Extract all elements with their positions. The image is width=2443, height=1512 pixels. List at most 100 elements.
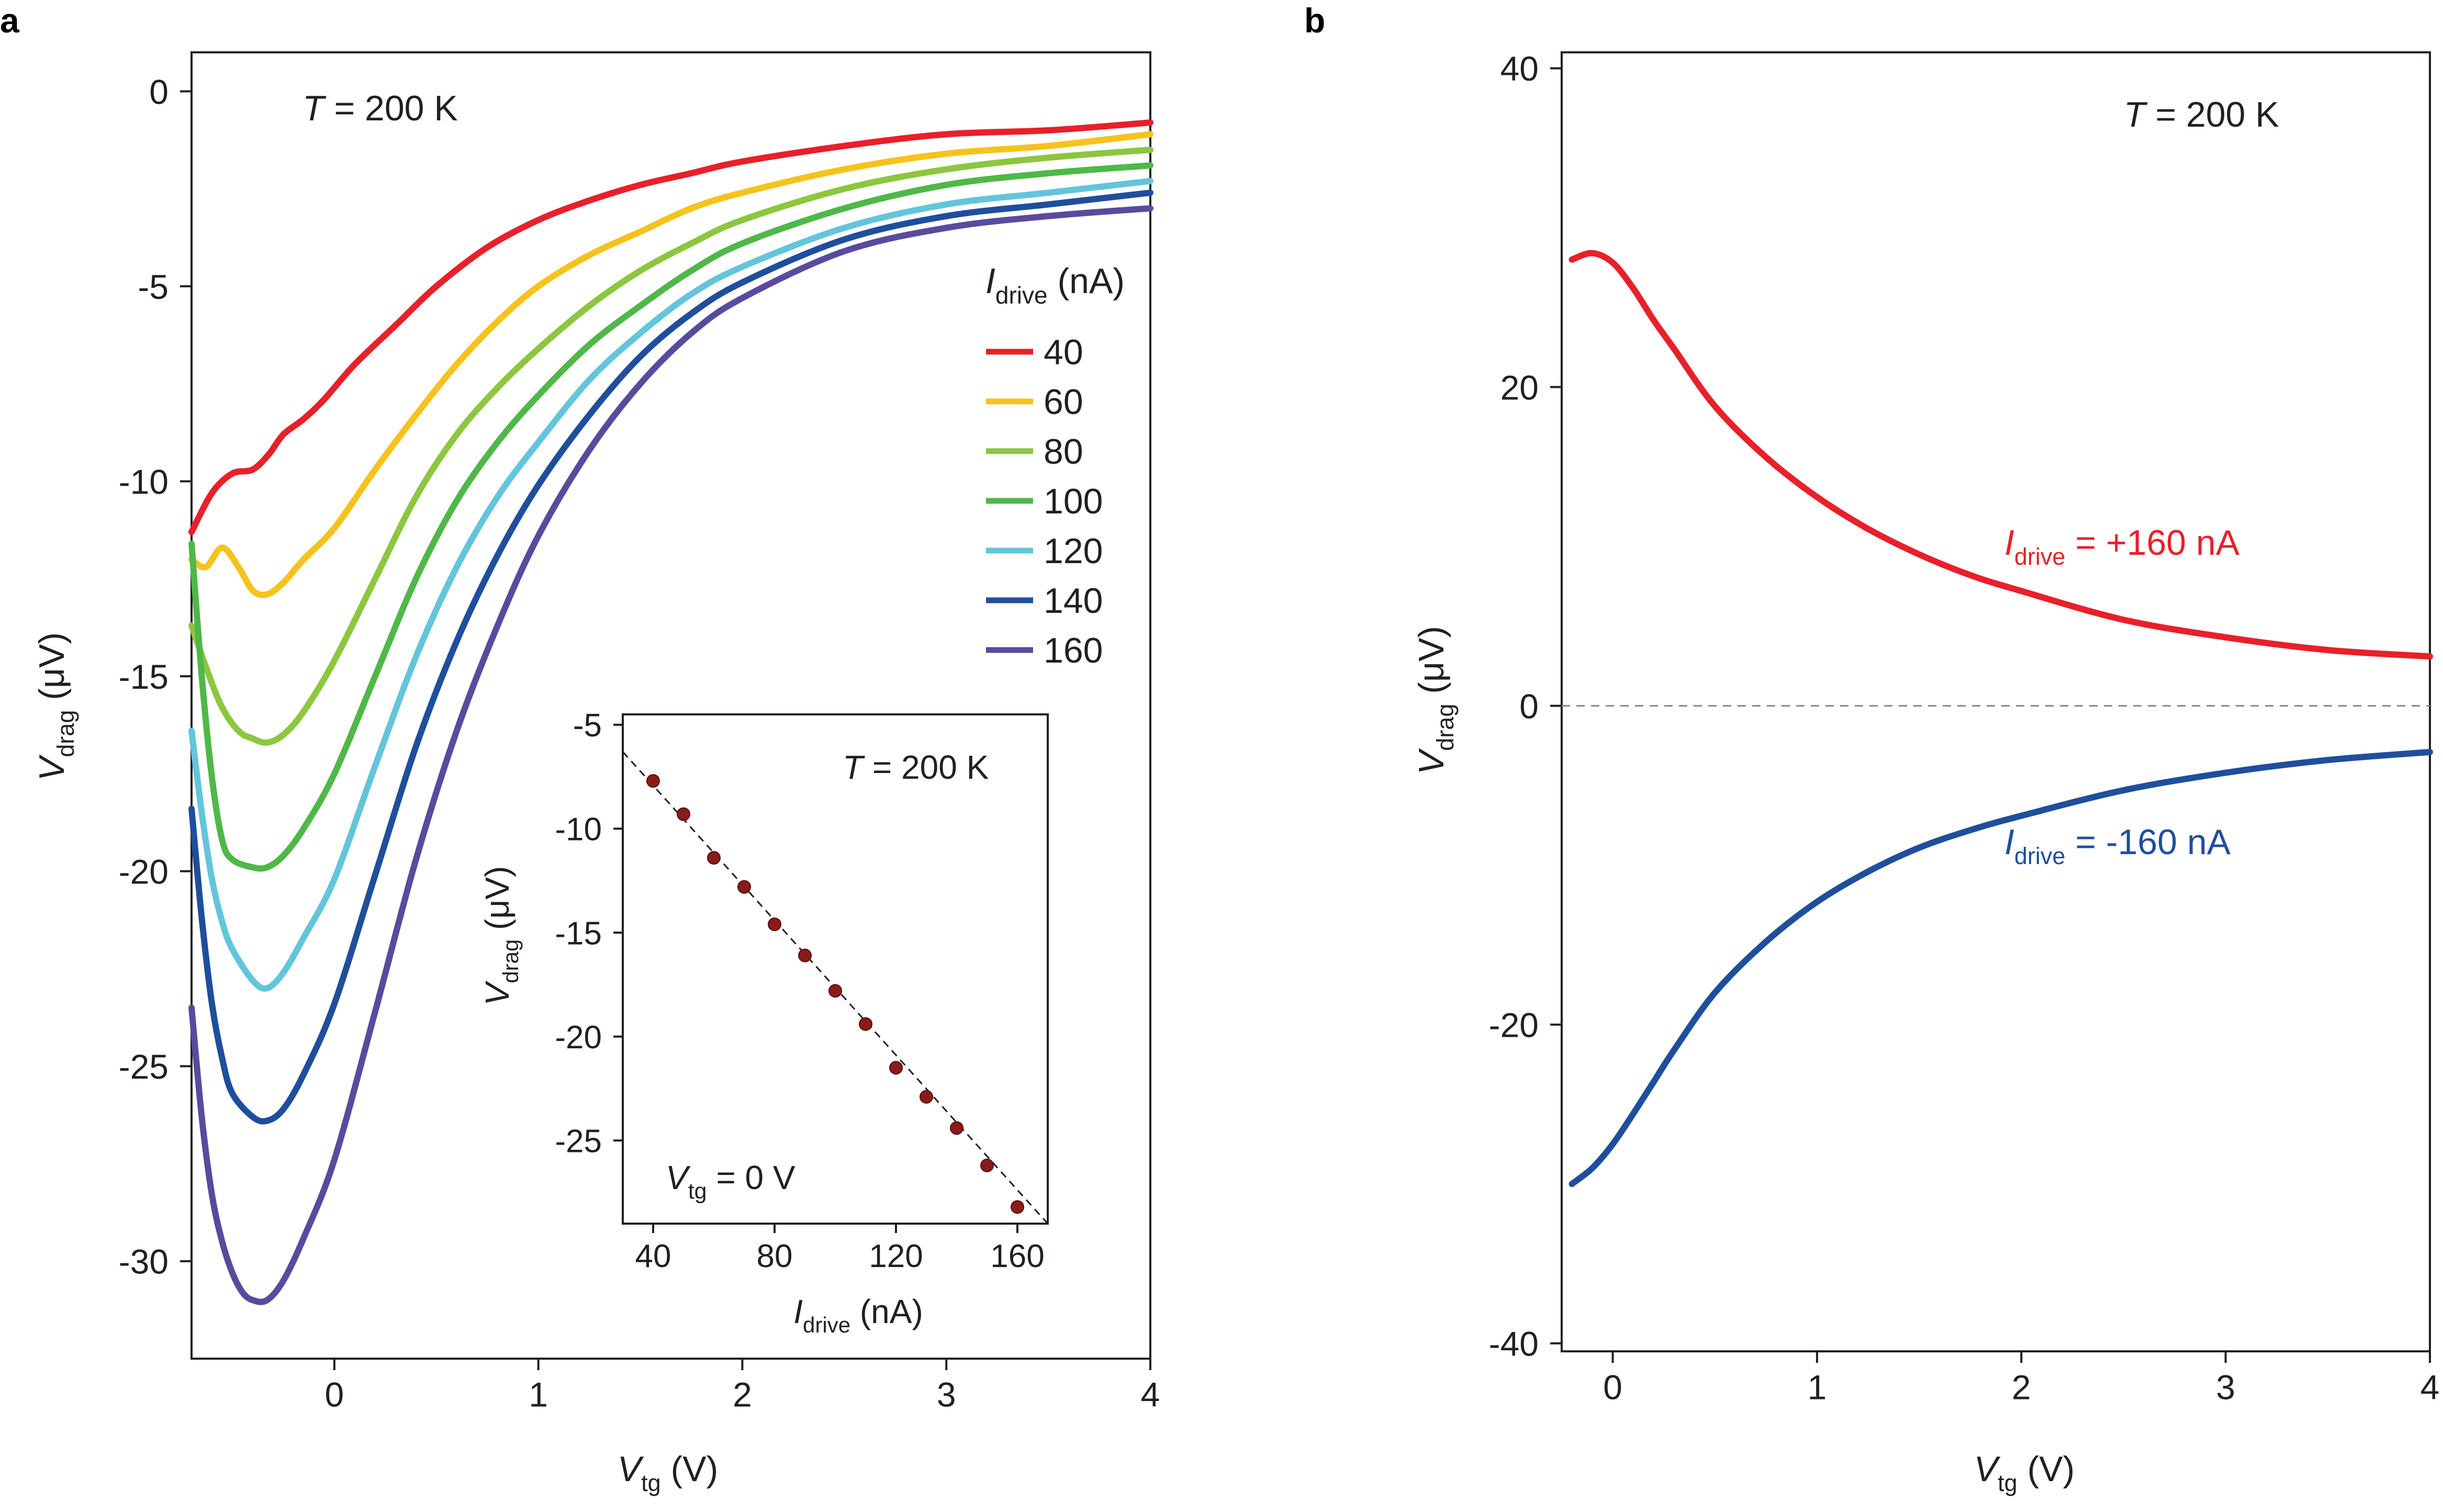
panel-b-temperature-label: T = 200 K [2124, 95, 2279, 135]
series-label-+160-sub: drive [2014, 543, 2066, 570]
series-line-40-nA [188, 119, 1153, 535]
inset-y-tick-label: -15 [555, 915, 602, 951]
legend-label-100: 100 [1044, 481, 1103, 521]
panel-a-x-label-main: V [618, 1449, 644, 1489]
panel-b-frame [1561, 51, 2431, 1352]
panel-b-temperature-label-symbol: T [2124, 95, 2148, 135]
panel-b-y-tick-label: 20 [1500, 368, 1539, 407]
panel-b-temperature-label-value: = 200 K [2146, 95, 2279, 135]
inset-temperature-label-symbol: T [843, 748, 865, 786]
series-label-+160-main: I [2004, 523, 2014, 563]
inset-x-label-rest: (nA) [850, 1293, 923, 1330]
panel-a-y-label-sub: drag [52, 710, 79, 757]
inset-x-tick-label: 160 [990, 1238, 1044, 1274]
inset-x-tick-label: 40 [635, 1238, 671, 1274]
inset-y-label-rest: (μV) [478, 866, 516, 939]
inset-data-point [798, 948, 812, 962]
inset-y-label-sub: drag [498, 939, 523, 983]
panel-a-frame [190, 51, 1151, 1360]
inset-temperature-label: T = 200 K [843, 748, 989, 786]
legend-label-80: 80 [1044, 432, 1083, 472]
series-label--160-sub: drive [2014, 843, 2066, 869]
panel-a-y-tick-label: -30 [119, 1242, 169, 1281]
inset-x-tick-label: 80 [757, 1238, 793, 1274]
series-label-+160-rest: = +160 nA [2065, 523, 2239, 563]
series-label--160: Idrive = -160 nA [2004, 822, 2231, 869]
inset-y-tick-label: -25 [555, 1123, 602, 1159]
panel-b-y-label-main: V [1411, 748, 1451, 775]
series-line-60-nA [188, 131, 1153, 598]
panel-a-x-tick-label: 0 [324, 1375, 344, 1414]
panel-b-x-label-main: V [1974, 1449, 2001, 1489]
panel-a-y-tick-label: -5 [138, 267, 169, 306]
inset-data-point [920, 1090, 933, 1104]
panel-a-temperature-label: T = 200 K [302, 88, 458, 128]
inset-x-label-sub: drive [803, 1313, 850, 1337]
panel-b-y-label: Vdrag (μV) [1411, 626, 1459, 775]
panel-a-y-tick-label: -15 [119, 657, 169, 696]
series-label-+160: Idrive = +160 nA [2004, 523, 2240, 570]
series-line-+160-nA [1568, 250, 2433, 660]
inset-vtg-label: Vtg = 0 V [666, 1159, 795, 1204]
inset-data-point [707, 851, 721, 865]
series-label--160-main: I [2004, 822, 2014, 862]
inset-frame [622, 713, 1049, 1225]
panel-b-y-tick-label: 0 [1519, 687, 1539, 725]
panel-a-temperature-label-value: = 200 K [324, 88, 458, 128]
panel-a-x-label-rest: (V) [661, 1449, 719, 1489]
inset-data-point [768, 917, 781, 932]
panel-b-x-label-rest: (V) [2018, 1449, 2075, 1489]
inset-y-label: Vdrag (μV) [478, 866, 523, 1006]
legend-label-120: 120 [1044, 531, 1103, 571]
panel-a-y-tick-label: -20 [119, 852, 169, 891]
legend-title-main: I [985, 261, 995, 301]
panel-b-x-label: Vtg (V) [1974, 1449, 2075, 1496]
inset-data-point [980, 1158, 994, 1172]
panel-b-y-tick-label: -40 [1489, 1325, 1539, 1363]
panel-a-x-tick-label: 4 [1141, 1375, 1160, 1414]
inset-data-point [646, 774, 660, 788]
legend-title: Idrive (nA) [985, 261, 1125, 309]
inset-data-point [677, 807, 690, 821]
inset-temperature-label-value: = 200 K [863, 748, 989, 786]
series-line-120-nA [188, 177, 1153, 992]
inset-data-point [859, 1017, 872, 1031]
panel-a-y-tick-label: 0 [149, 72, 169, 111]
panel-a-inset-chart: 40 80 120 160 -5 -10 -15 -20 -25 Idrive (nA) Vdrag… [478, 708, 1049, 1337]
panel-b-x-label-sub: tg [1998, 1470, 2018, 1496]
panel-a-y-label: Vdrag (μV) [32, 632, 79, 781]
series-line-160-nA [188, 205, 1153, 1305]
series-line-100-nA [188, 162, 1153, 872]
panel-b-y-label-sub: drag [1432, 704, 1459, 751]
inset-y-tick-label: -20 [555, 1020, 602, 1056]
panel-a-y-label-rest: (μV) [32, 632, 72, 710]
legend-label-140: 140 [1044, 581, 1103, 621]
panel-b-y-label-rest: (μV) [1411, 626, 1451, 704]
panel-b-x-tick-label: 0 [1603, 1368, 1622, 1406]
inset-vtg-sub: tg [688, 1179, 707, 1204]
panel-b-x-tick-label: 2 [2012, 1368, 2031, 1406]
panel-a-label: a [0, 1, 20, 40]
legend-title-unit: (nA) [1048, 261, 1125, 301]
inset-background [623, 714, 1048, 1224]
inset-vtg-rest: = 0 V [707, 1159, 795, 1196]
series-line-140-nA [188, 189, 1153, 1125]
legend-label-60: 60 [1044, 382, 1083, 422]
panel-a-x-label: Vtg (V) [618, 1449, 718, 1496]
series-label--160-rest: = -160 nA [2065, 822, 2231, 862]
panel-a-y-label-main: V [32, 754, 72, 781]
inset-data-point [1011, 1200, 1024, 1214]
panel-b-y-tick-label: 40 [1500, 49, 1539, 88]
panel-a-x-tick-label: 3 [937, 1375, 956, 1414]
panel-b-label: b [1304, 1, 1325, 40]
legend-title-sub: drive [995, 282, 1048, 309]
inset-y-label-main: V [478, 980, 516, 1005]
inset-data-point [737, 880, 751, 894]
panel-a-x-tick-label: 1 [529, 1375, 548, 1414]
panel-b-x-tick-label: 1 [1808, 1368, 1827, 1406]
panel-a-y-tick-label: -25 [119, 1047, 169, 1086]
panel-a-x-tick-label: 2 [733, 1375, 752, 1414]
